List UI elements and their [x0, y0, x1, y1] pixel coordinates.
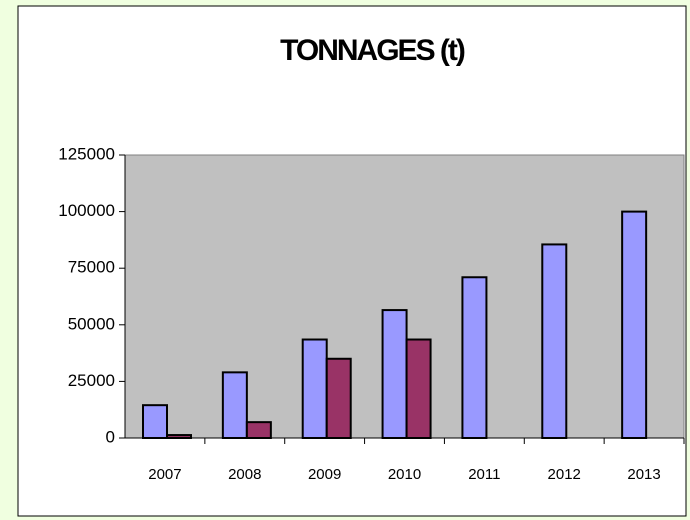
x-tick-label: 2011 [468, 466, 500, 483]
bar [325, 357, 352, 440]
bar [166, 434, 192, 439]
y-tick-label: 0 [106, 427, 115, 446]
y-tick-label: 125000 [58, 144, 115, 163]
y-tick-label: 75000 [68, 258, 115, 277]
bar [541, 243, 568, 439]
chart-title: TONNAGES (t) [280, 34, 465, 67]
y-tick-label: 50000 [68, 314, 115, 333]
x-tick-label: 2010 [388, 466, 421, 483]
bar [245, 421, 272, 440]
bar [142, 404, 168, 439]
x-tick-label: 2009 [308, 466, 341, 483]
bar [621, 210, 648, 439]
bar [405, 338, 432, 439]
bar [381, 309, 408, 440]
bar [221, 371, 248, 439]
y-tick-label: 100000 [58, 201, 115, 220]
y-tick-label: 25000 [68, 371, 115, 390]
x-tick-label: 2008 [228, 466, 261, 483]
x-tick-label: 2007 [148, 466, 181, 483]
x-tick-label: 2012 [548, 466, 581, 483]
x-tick-label: 2013 [627, 466, 660, 483]
bar [461, 276, 488, 440]
bar [301, 338, 328, 439]
